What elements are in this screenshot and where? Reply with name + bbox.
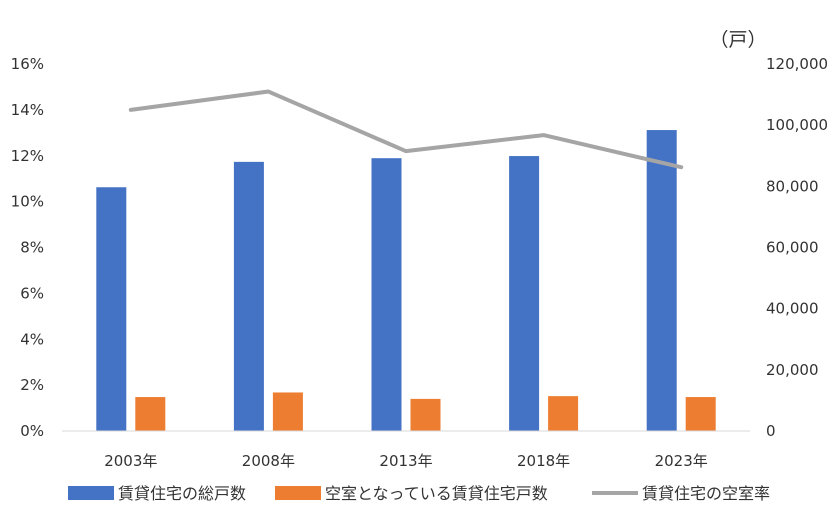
right-tick-label: 20,000 — [766, 361, 819, 379]
bar-vacant-units — [135, 397, 166, 431]
left-tick-label: 10% — [11, 193, 44, 211]
right-axis-unit-label: （戸） — [709, 29, 766, 51]
legend: 賃貸住宅の総戸数 空室となっている賃貸住宅戸数 賃貸住宅の空室率 — [68, 484, 770, 503]
bar-series-group — [96, 130, 716, 432]
vacancy-rate-line — [128, 89, 684, 170]
bar-vacant-units — [685, 397, 716, 431]
right-tick-label: 80,000 — [766, 177, 819, 195]
category-label: 2018年 — [517, 452, 570, 470]
category-label: 2003年 — [104, 452, 157, 470]
bar-vacant-units — [548, 396, 579, 431]
left-axis-ticks: 0% 2% 4% 6% 8% 10% 12% 14% 16% — [11, 55, 44, 440]
left-tick-label: 6% — [20, 284, 44, 302]
bar-total-units — [96, 187, 127, 431]
legend-label: 空室となっている賃貸住宅戸数 — [325, 484, 548, 503]
category-label: 2023年 — [655, 452, 708, 470]
legend-label: 賃貸住宅の空室率 — [642, 484, 770, 503]
left-tick-label: 0% — [20, 422, 44, 440]
left-tick-label: 2% — [20, 376, 44, 394]
left-tick-label: 16% — [11, 55, 44, 73]
left-tick-label: 12% — [11, 147, 44, 165]
right-tick-label: 0 — [766, 422, 776, 440]
bar-total-units — [233, 161, 264, 431]
category-label: 2008年 — [242, 452, 295, 470]
right-tick-label: 40,000 — [766, 300, 819, 318]
bar-total-units — [371, 158, 402, 432]
left-tick-label: 8% — [20, 239, 44, 257]
left-tick-label: 4% — [20, 330, 44, 348]
category-label: 2013年 — [379, 452, 432, 470]
legend-label: 賃貸住宅の総戸数 — [118, 484, 246, 503]
legend-swatch — [275, 486, 321, 500]
bar-total-units — [509, 156, 540, 431]
bar-vacant-units — [410, 398, 441, 431]
category-labels: 2003年 2008年 2013年 2018年 2023年 — [104, 452, 708, 470]
line-series-group — [128, 89, 684, 170]
right-tick-label: 100,000 — [766, 116, 828, 134]
right-axis-ticks: 0 20,000 40,000 60,000 80,000 100,000 120,000 — [766, 55, 828, 440]
right-tick-label: 120,000 — [766, 55, 828, 73]
legend-swatch — [68, 486, 114, 500]
left-tick-label: 14% — [11, 101, 44, 119]
right-tick-label: 60,000 — [766, 239, 819, 257]
bar-vacant-units — [272, 392, 303, 431]
bar-total-units — [646, 130, 677, 431]
